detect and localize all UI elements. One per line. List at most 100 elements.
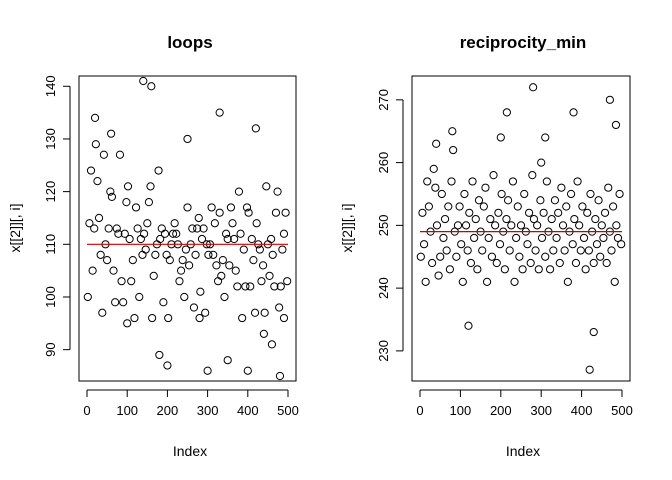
- data-point: [539, 208, 548, 217]
- y-tick-label: 250: [376, 215, 391, 237]
- data-point: [163, 361, 172, 370]
- data-point: [210, 219, 219, 228]
- data-point: [611, 120, 621, 130]
- data-point: [434, 271, 443, 280]
- data-point: [495, 240, 505, 249]
- data-point: [220, 292, 229, 302]
- data-point: [432, 221, 442, 230]
- y-tick-label: 120: [43, 181, 58, 203]
- data-point: [247, 234, 256, 244]
- data-point: [144, 198, 154, 207]
- data-point: [275, 371, 285, 381]
- data-point: [88, 266, 97, 275]
- data-point: [464, 321, 473, 330]
- data-point: [215, 208, 224, 217]
- x-tick-label: 0: [416, 403, 423, 418]
- data-point: [159, 298, 168, 307]
- data-point: [585, 365, 594, 374]
- data-point: [589, 258, 598, 268]
- data-point: [568, 240, 577, 249]
- data-point: [201, 308, 210, 317]
- data-point: [193, 224, 202, 233]
- data-point: [107, 192, 117, 201]
- data-point: [251, 124, 260, 133]
- data-point: [103, 256, 112, 265]
- data-point: [270, 282, 279, 291]
- data-point: [260, 308, 269, 317]
- data-point: [520, 189, 529, 199]
- data-point: [448, 127, 457, 136]
- data-point: [591, 214, 600, 224]
- data-point: [199, 224, 208, 233]
- x-tick-label: 300: [197, 403, 219, 418]
- data-point: [111, 298, 120, 307]
- data-point: [164, 313, 173, 323]
- y-tick-label: 100: [43, 286, 58, 308]
- data-point: [523, 240, 532, 249]
- data-point: [223, 234, 232, 244]
- data-point: [460, 189, 469, 199]
- data-point: [432, 139, 441, 148]
- plot-area: 0 100 200 300 400 500 90 100 110 120 130 140: [43, 75, 299, 418]
- data-point: [107, 129, 116, 138]
- data-point: [172, 229, 181, 238]
- data-point: [507, 221, 516, 230]
- x-tick-label: 200: [490, 403, 512, 418]
- y-tick-label: 260: [376, 152, 391, 174]
- data-point: [228, 219, 237, 228]
- data-point: [609, 202, 618, 211]
- data-point: [279, 313, 289, 323]
- data-point: [449, 145, 458, 155]
- data-point: [576, 246, 585, 255]
- data-point: [439, 233, 448, 243]
- data-point: [91, 140, 100, 149]
- data-point: [141, 245, 150, 254]
- data-point: [246, 282, 255, 291]
- data-point: [463, 246, 472, 255]
- data-point: [489, 171, 498, 180]
- data-point: [138, 250, 147, 259]
- data-point: [536, 196, 545, 205]
- data-point: [436, 252, 445, 261]
- data-point: [114, 229, 123, 238]
- data-point: [257, 277, 266, 286]
- data-point: [423, 177, 432, 186]
- data-point: [151, 250, 160, 259]
- data-point: [418, 208, 427, 217]
- y-tick-label: 140: [43, 75, 58, 97]
- x-tick-label: 500: [277, 403, 299, 418]
- data-point: [461, 221, 471, 230]
- data-point: [276, 282, 285, 291]
- data-point: [191, 250, 200, 259]
- data-point: [85, 219, 94, 228]
- data-point: [534, 265, 543, 274]
- x-tick-label: 200: [157, 403, 179, 418]
- panel-reciprocity-min: reciprocity_min Index x[[2]][, i] 0 100 20…: [339, 33, 633, 459]
- data-point: [249, 256, 258, 265]
- data-point: [594, 196, 603, 205]
- data-point: [533, 221, 542, 230]
- data-point: [494, 208, 503, 217]
- data-point: [563, 277, 572, 286]
- data-point: [578, 202, 587, 211]
- data-point: [583, 208, 592, 217]
- chart-title: reciprocity_min: [460, 33, 587, 52]
- data-point: [223, 356, 232, 365]
- data-point: [86, 166, 96, 175]
- data-point: [579, 233, 589, 243]
- data-point: [442, 246, 451, 255]
- data-point: [531, 246, 540, 255]
- data-point: [242, 203, 252, 212]
- data-point: [136, 234, 145, 244]
- data-point: [267, 234, 276, 244]
- data-point: [597, 221, 606, 230]
- data-point: [445, 265, 454, 274]
- data-point: [154, 166, 163, 175]
- plot-area: 0 100 200 300 400 500 230 240 250 260 270: [376, 75, 633, 418]
- data-point: [596, 252, 605, 261]
- data-point: [566, 189, 576, 199]
- data-point: [185, 261, 194, 270]
- data-point: [562, 202, 571, 211]
- data-point: [212, 261, 221, 270]
- data-point: [238, 313, 247, 323]
